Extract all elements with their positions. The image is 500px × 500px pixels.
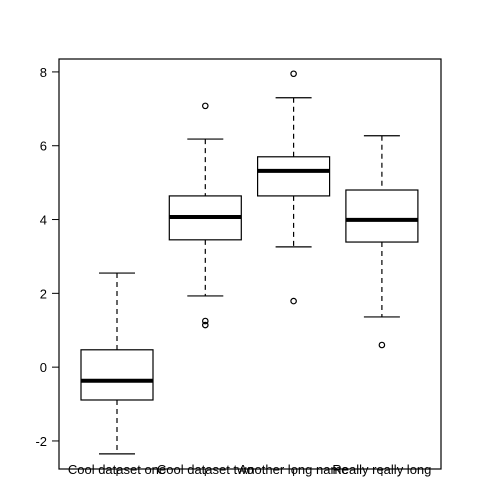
y-tick-label: 8 [40, 65, 47, 80]
plot-frame [58, 58, 442, 470]
x-tick-label: Cool dataset two [157, 462, 254, 477]
x-tick-label: Cool dataset one [68, 462, 166, 477]
y-tick-label: 6 [40, 139, 47, 154]
box [80, 349, 154, 401]
outlier [202, 321, 209, 329]
box [345, 189, 419, 243]
outlier [290, 70, 297, 78]
y-tick-label: 2 [40, 286, 47, 301]
outlier [202, 102, 209, 110]
outlier [202, 317, 209, 325]
outlier [290, 297, 297, 305]
outlier [378, 341, 386, 349]
x-tick-label: Really really long [332, 462, 431, 477]
y-tick-label: -2 [35, 434, 47, 449]
y-tick-label: 4 [40, 213, 47, 228]
box [257, 156, 331, 197]
y-tick-label: 0 [40, 360, 47, 375]
x-tick-label: Another long name [239, 462, 349, 477]
